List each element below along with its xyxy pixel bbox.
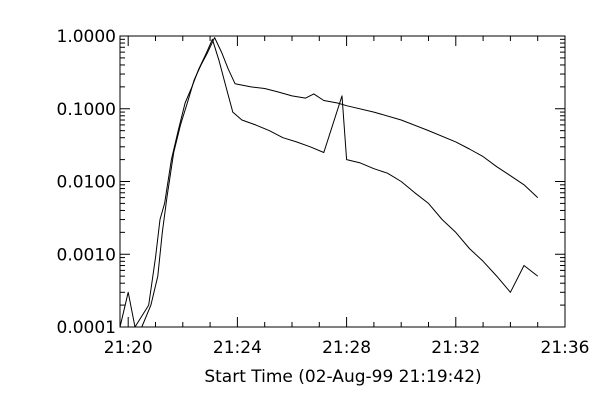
plot-frame xyxy=(119,35,566,328)
axes: 0.0001 0.0010 0.0100 0.1000 1.0000 21:20 21:24… xyxy=(57,27,590,358)
x-tick-label: 21:28 xyxy=(322,338,371,358)
x-axis-label: Start Time (02-Aug-99 21:19:42) xyxy=(204,367,481,387)
y-tick-label: 0.0100 xyxy=(57,173,116,193)
series-1-line xyxy=(141,37,539,328)
y-tick-label: 0.0001 xyxy=(57,318,116,338)
y-tick-label: 0.1000 xyxy=(57,100,116,120)
x-tick-label: 21:36 xyxy=(541,338,590,358)
y-tick-label: 0.0010 xyxy=(57,245,116,265)
plot-area xyxy=(119,37,539,328)
series-2-line xyxy=(119,38,539,328)
x-tick-label: 21:32 xyxy=(431,338,480,358)
y-tick-label: 1.0000 xyxy=(57,27,116,47)
x-tick-label: 21:20 xyxy=(104,338,153,358)
x-tick-label: 21:24 xyxy=(213,338,262,358)
